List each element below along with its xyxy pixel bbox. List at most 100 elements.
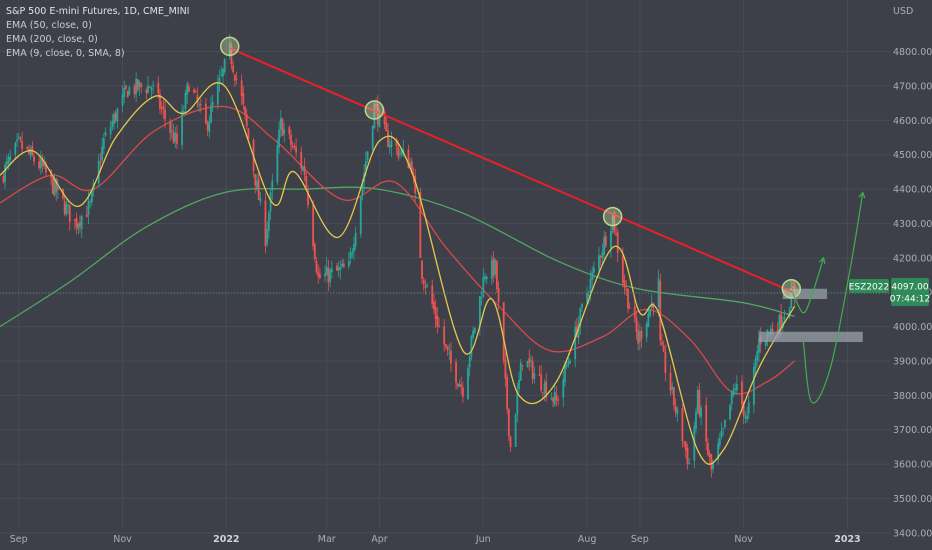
candle-body bbox=[293, 145, 296, 148]
candle-body bbox=[478, 296, 481, 327]
candle-body bbox=[567, 361, 570, 365]
candle-body bbox=[521, 365, 524, 367]
candle-body bbox=[625, 288, 628, 290]
candle-body bbox=[113, 114, 115, 125]
candle-body bbox=[742, 401, 745, 417]
candle-body bbox=[206, 122, 209, 131]
candle-body bbox=[342, 263, 345, 268]
candle-body bbox=[671, 386, 674, 390]
candle-body bbox=[193, 89, 195, 93]
candle-body bbox=[172, 131, 175, 144]
candle-body bbox=[444, 343, 447, 347]
candle-body bbox=[266, 229, 269, 244]
chart-legend: S&P 500 E-mini Futures, 1D, CME_MINI EMA… bbox=[6, 5, 189, 61]
candle-body bbox=[305, 175, 308, 188]
candle-body bbox=[598, 255, 600, 270]
candlestick-series bbox=[2, 34, 796, 478]
candle-body bbox=[339, 267, 342, 270]
candle-body bbox=[540, 374, 543, 391]
candle-body bbox=[138, 81, 141, 87]
candle-body bbox=[164, 109, 166, 120]
candle-body bbox=[247, 128, 250, 140]
candle-body bbox=[688, 463, 691, 465]
candle-body bbox=[79, 222, 81, 227]
candle-body bbox=[90, 190, 93, 202]
candle-body bbox=[718, 438, 721, 446]
indicator-ema-200[interactable]: EMA (200, close, 0) bbox=[6, 34, 98, 45]
x-tick-label: Mar bbox=[318, 534, 336, 545]
candle-body bbox=[758, 338, 760, 353]
candle-body bbox=[633, 306, 636, 318]
candle-body bbox=[436, 316, 439, 327]
candle-body bbox=[254, 173, 257, 186]
candle-body bbox=[681, 408, 684, 442]
candle-body bbox=[359, 196, 362, 235]
candle-body bbox=[543, 383, 546, 393]
candle-body bbox=[724, 419, 726, 428]
candle-body bbox=[621, 255, 624, 283]
candle-body bbox=[514, 414, 517, 447]
candle-body bbox=[366, 151, 369, 161]
candle-body bbox=[480, 297, 483, 299]
candle-body bbox=[506, 376, 509, 410]
candle-body bbox=[717, 443, 720, 460]
candle-body bbox=[222, 69, 224, 77]
candle-body bbox=[264, 200, 267, 247]
candle-body bbox=[756, 351, 759, 361]
candle-body bbox=[257, 178, 260, 200]
candle-body bbox=[577, 323, 580, 338]
candle-body bbox=[317, 271, 320, 277]
candle-body bbox=[530, 360, 532, 362]
candle-body bbox=[507, 408, 510, 437]
candle-body bbox=[364, 161, 367, 171]
candle-body bbox=[589, 279, 592, 294]
candle-body bbox=[610, 230, 612, 248]
price-label-value: 4097.00 bbox=[891, 283, 928, 293]
y-tick-label: 3700.00 bbox=[893, 425, 932, 436]
candle-body bbox=[661, 342, 663, 345]
x-tick-label: Sep bbox=[10, 534, 28, 545]
candle-body bbox=[145, 89, 148, 93]
candle-body bbox=[470, 336, 473, 357]
candle-body bbox=[114, 112, 117, 121]
candle-body bbox=[63, 201, 66, 215]
candle-body bbox=[492, 257, 495, 276]
candle-body bbox=[349, 252, 352, 259]
candle-body bbox=[555, 394, 558, 401]
candle-body bbox=[39, 159, 42, 169]
candle-body bbox=[545, 381, 548, 398]
candle-body bbox=[267, 212, 270, 231]
candle-body bbox=[461, 387, 464, 397]
candle-body bbox=[283, 129, 286, 134]
candle-body bbox=[41, 158, 44, 166]
candle-body bbox=[747, 402, 750, 414]
candle-body bbox=[574, 327, 577, 360]
price-axis[interactable]: USD 3400.00 3500.00 3600.00 3700.00 3800.00 3… bbox=[893, 6, 932, 539]
candle-body bbox=[455, 361, 457, 384]
candle-body bbox=[519, 362, 522, 381]
peak-highlight-circle bbox=[219, 36, 240, 57]
candle-body bbox=[312, 204, 315, 247]
candle-body bbox=[373, 103, 376, 128]
candle-body bbox=[111, 121, 114, 128]
candle-body bbox=[509, 436, 512, 448]
candle-body bbox=[85, 214, 88, 218]
candle-body bbox=[669, 372, 672, 391]
candle-body bbox=[460, 384, 463, 387]
candle-body bbox=[599, 255, 602, 258]
symbol-title[interactable]: S&P 500 E-mini Futures, 1D, CME_MINI bbox=[6, 6, 190, 17]
candle-body bbox=[17, 136, 20, 138]
candle-body bbox=[228, 43, 231, 57]
candle-body bbox=[472, 330, 474, 338]
candle-body bbox=[16, 139, 18, 142]
indicator-ema-9[interactable]: EMA (9, close, 0, SMA, 8) bbox=[6, 48, 125, 59]
time-axis[interactable]: Sep Nov 2022 Mar Apr Jun Aug Sep Nov 2023 bbox=[10, 534, 861, 545]
candle-body bbox=[329, 270, 332, 283]
candle-body bbox=[528, 357, 531, 363]
candle-body bbox=[388, 145, 391, 148]
candle-body bbox=[244, 106, 246, 114]
indicator-ema-50[interactable]: EMA (50, close, 0) bbox=[6, 20, 92, 31]
candle-body bbox=[603, 237, 606, 255]
